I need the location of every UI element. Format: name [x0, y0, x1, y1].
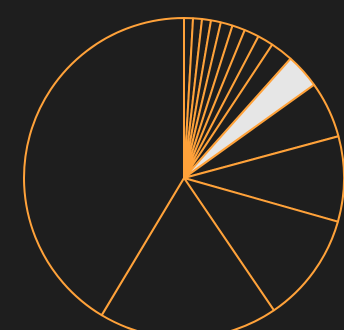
pie-slices — [23, 17, 344, 330]
pie-slice-13 — [100, 177, 275, 330]
pie-slice-12 — [183, 177, 339, 312]
pie-slice-14 — [23, 17, 185, 317]
